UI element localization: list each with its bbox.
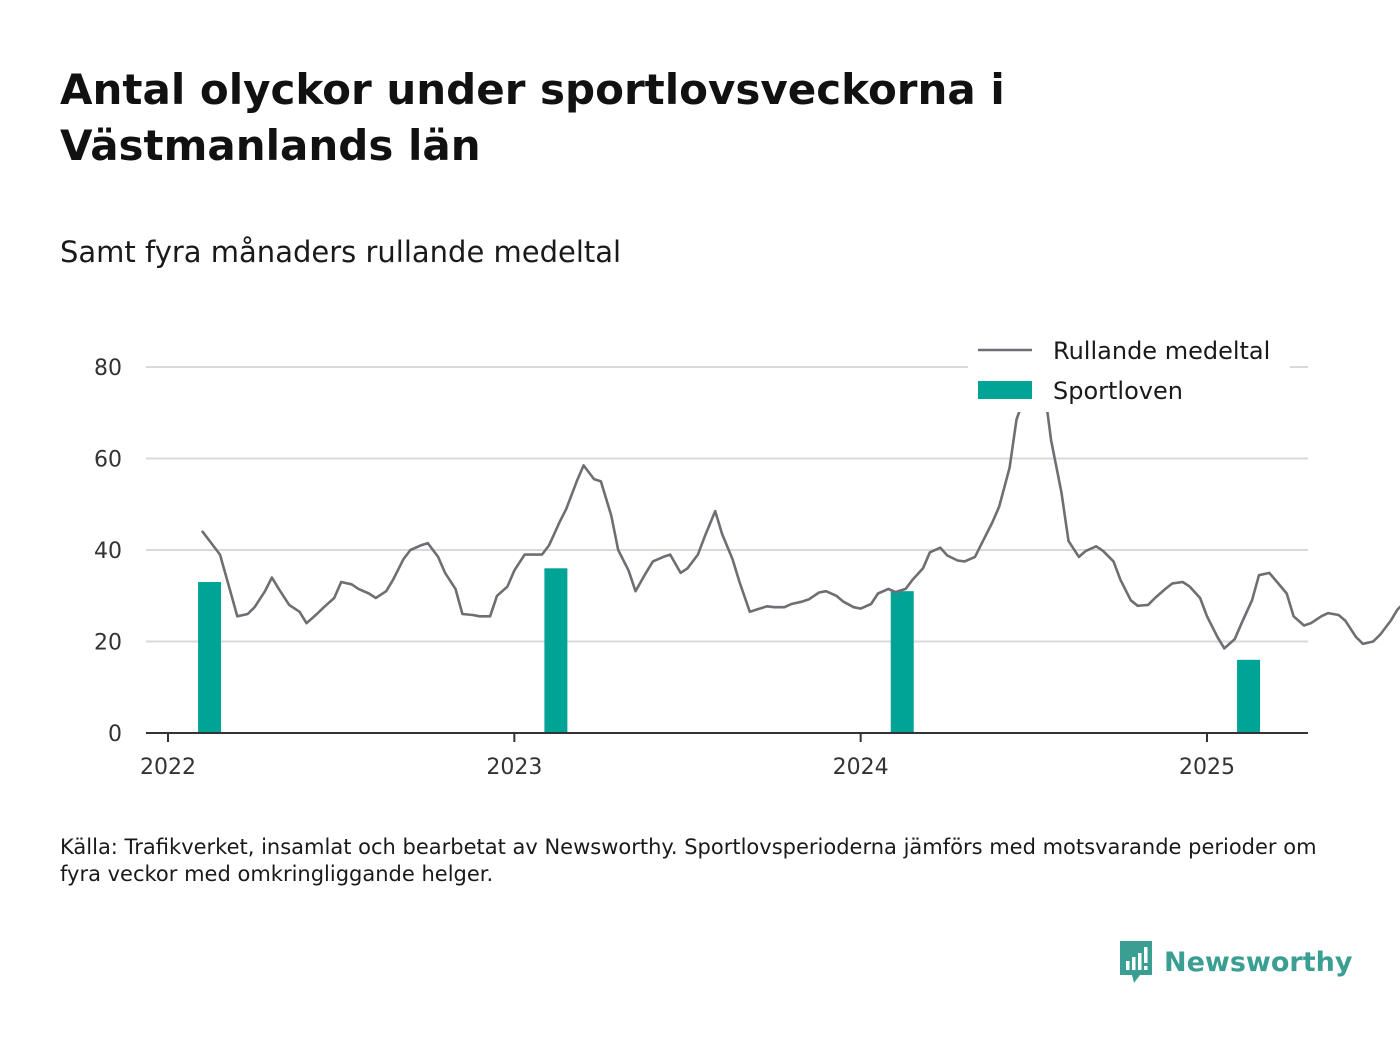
line-series (201, 363, 1400, 650)
y-tick-label: 0 (108, 722, 122, 747)
axes: 0 20 40 60 80 2022 2023 2024 2025 (94, 356, 1308, 780)
line-rullande-medeltal (201, 363, 1400, 650)
x-tick-label: 2025 (1179, 755, 1235, 780)
legend-bar-swatch (978, 381, 1032, 399)
x-tick-label: 2022 (140, 755, 196, 780)
y-tick-label: 60 (94, 448, 122, 473)
legend-label-bar: Sportloven (1053, 377, 1183, 405)
brand-name: Newsworthy (1164, 946, 1353, 978)
bar-series (198, 568, 1261, 733)
bar-sportlov-0 (198, 582, 222, 733)
chart-title: Antal olyckor under sportlovsveckorna i … (60, 65, 1005, 170)
newsworthy-icon (1120, 941, 1152, 983)
x-tick-label: 2024 (833, 755, 889, 780)
y-tick-label: 80 (94, 356, 122, 381)
y-tick-label: 40 (94, 539, 122, 564)
bar-sportlov-2 (890, 591, 914, 733)
source-note: Källa: Trafikverket, insamlat och bearbe… (60, 835, 1317, 886)
legend: Rullande medeltal Sportloven (968, 330, 1290, 412)
chart-subtitle: Samt fyra månaders rullande medeltal (60, 235, 622, 269)
legend-label-line: Rullande medeltal (1053, 337, 1270, 365)
bar-sportlov-3 (1237, 659, 1261, 733)
bar-sportlov-1 (544, 568, 568, 733)
brand-logo: Newsworthy (1118, 938, 1352, 986)
x-tick-label: 2023 (486, 755, 542, 780)
y-tick-label: 20 (94, 631, 122, 656)
